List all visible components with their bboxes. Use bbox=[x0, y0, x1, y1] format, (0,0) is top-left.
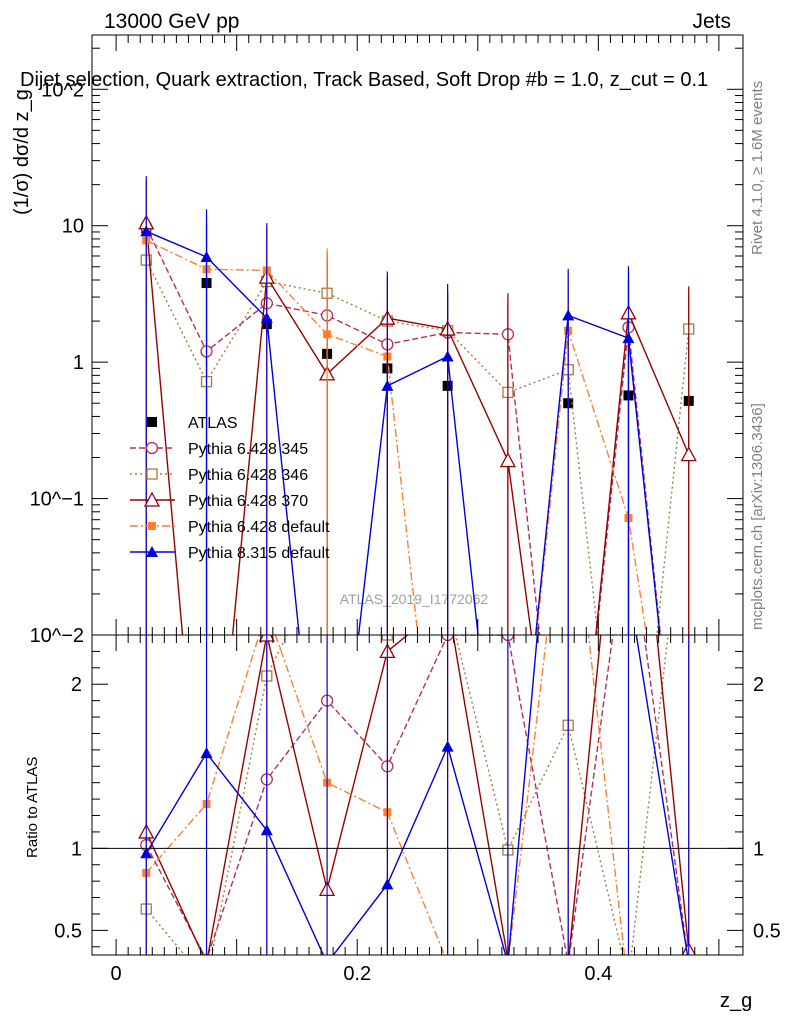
p345-marker bbox=[563, 958, 574, 969]
p370-marker bbox=[680, 446, 697, 462]
pdef-marker bbox=[323, 330, 332, 339]
main-y-tick-label: 10^2 bbox=[41, 79, 84, 101]
main-y-tick-label: 10^−1 bbox=[30, 489, 84, 511]
category-label: Jets bbox=[692, 10, 731, 33]
ratio-y-tick-label: 1 bbox=[71, 838, 82, 860]
p345-ratio-line bbox=[145, 635, 689, 955]
p346-ratio-line bbox=[145, 635, 669, 955]
legend-label-atlas: ATLAS bbox=[188, 415, 238, 432]
p346-marker bbox=[623, 975, 633, 985]
legend-label-pdef: Pythia 6.428 default bbox=[188, 519, 330, 536]
ratio-y-tick-label: 2 bbox=[71, 674, 82, 696]
pdef-marker bbox=[504, 959, 512, 967]
p345-marker bbox=[683, 958, 694, 969]
p8-marker bbox=[381, 878, 394, 890]
main-y-tick-label: 1 bbox=[73, 352, 84, 374]
p8-line bbox=[145, 230, 661, 635]
p8-marker bbox=[683, 957, 695, 968]
ratio-y-tick-label-right: 2 bbox=[753, 674, 764, 696]
p346-line bbox=[145, 259, 690, 635]
legend-label-p345: Pythia 6.428 345 bbox=[188, 441, 308, 458]
p370-ratio-line bbox=[145, 635, 690, 955]
p345-line bbox=[145, 226, 662, 635]
p345-marker bbox=[202, 953, 211, 955]
ratio-y-axis-title: Ratio to ATLAS bbox=[24, 757, 41, 858]
ratio-y-tick-label-right: 0.5 bbox=[753, 920, 781, 942]
pdef-marker bbox=[148, 522, 156, 530]
p345-marker bbox=[145, 441, 159, 455]
p8-marker bbox=[260, 312, 273, 324]
p370-line bbox=[145, 222, 690, 635]
rivet-label: Rivet 4.1.0, ≥ 1.6M events bbox=[749, 81, 766, 255]
x-axis-title: z_g bbox=[720, 990, 752, 1012]
ratio-y-tick-label-right: 1 bbox=[753, 838, 764, 860]
p8-marker bbox=[622, 332, 635, 344]
p8-marker bbox=[200, 747, 213, 759]
pdef-ratio-line bbox=[145, 635, 626, 955]
x-tick-label: 0.2 bbox=[343, 963, 371, 985]
main-y-tick-label: 10^−2 bbox=[30, 625, 84, 647]
p8-marker bbox=[562, 309, 575, 321]
p8-marker bbox=[502, 957, 514, 968]
p370-marker bbox=[143, 491, 161, 507]
energy-label: 13000 GeV pp bbox=[104, 10, 239, 33]
legend-label-p346: Pythia 6.428 346 bbox=[188, 467, 308, 484]
p8-marker bbox=[140, 847, 153, 859]
p370-marker bbox=[499, 452, 517, 468]
pdef-marker bbox=[624, 987, 632, 995]
main-y-tick-label: 10 bbox=[62, 216, 84, 238]
p8-marker bbox=[200, 250, 213, 262]
p370-marker bbox=[206, 954, 207, 955]
p8-ratio-line bbox=[145, 635, 689, 955]
pdef-marker bbox=[685, 959, 693, 967]
mcplots-label: mcplots.cern.ch [arXiv:1306.3436] bbox=[749, 403, 766, 630]
p346-marker bbox=[146, 468, 158, 480]
pdef-marker bbox=[444, 959, 452, 967]
x-tick-label: 0.4 bbox=[584, 963, 612, 985]
p346-marker bbox=[202, 976, 212, 986]
ratio-y-tick-label: 0.5 bbox=[54, 920, 82, 942]
legend-label-p8: Pythia 8.315 default bbox=[188, 545, 330, 562]
ratio-plot-area bbox=[138, 635, 696, 995]
p8-marker bbox=[441, 350, 454, 362]
p8-marker bbox=[321, 957, 333, 968]
plot-title: Dijet selection, Quark extraction, Track… bbox=[20, 69, 708, 91]
p8-marker bbox=[146, 546, 158, 557]
ratio-frame bbox=[91, 634, 744, 956]
atlas-marker bbox=[147, 417, 157, 427]
p8-marker bbox=[441, 740, 454, 752]
main-plot-area bbox=[138, 176, 697, 635]
p8-marker bbox=[260, 824, 273, 836]
main-y-axis-title: (1/σ) dσ/d z_g bbox=[11, 89, 33, 215]
p8-marker bbox=[140, 225, 153, 237]
x-tick-label: 0 bbox=[111, 963, 122, 985]
p8-marker bbox=[381, 379, 394, 391]
p370-marker bbox=[568, 954, 569, 955]
legend-label-p370: Pythia 6.428 370 bbox=[188, 493, 308, 510]
